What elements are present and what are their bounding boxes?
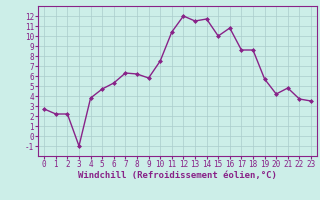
X-axis label: Windchill (Refroidissement éolien,°C): Windchill (Refroidissement éolien,°C) — [78, 171, 277, 180]
